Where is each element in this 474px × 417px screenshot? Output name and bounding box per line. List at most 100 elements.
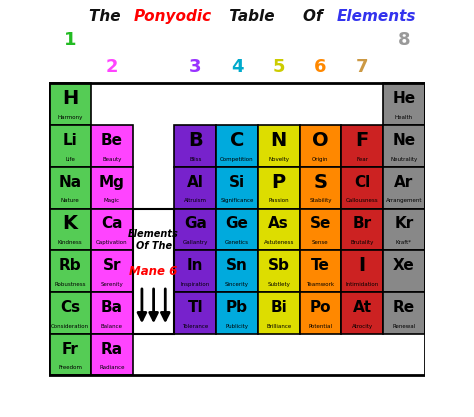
Text: K: K [63,214,78,234]
Bar [341,292,383,334]
Bar [300,292,341,334]
Text: Sb: Sb [268,258,290,273]
Text: Balance: Balance [101,324,123,329]
Text: Sr: Sr [103,258,121,273]
Text: Life: Life [65,157,75,162]
Bar [341,125,383,167]
Bar [49,125,91,167]
Text: Rb: Rb [59,258,82,273]
Text: Fear: Fear [356,157,368,162]
Text: Ar: Ar [394,175,413,190]
Bar [91,292,133,334]
Bar [216,208,258,250]
Text: Br: Br [353,216,372,231]
Bar [300,167,341,208]
Text: Ge: Ge [226,216,248,231]
Bar [383,208,425,250]
Text: Teamwork: Teamwork [306,282,335,287]
Text: Intimidation: Intimidation [346,282,379,287]
Text: Ba: Ba [101,300,123,315]
Bar [91,250,133,292]
Text: 3: 3 [189,58,201,76]
Text: O: O [312,131,328,150]
Text: Be: Be [101,133,123,148]
Text: Freedom: Freedom [58,365,82,370]
Bar [174,250,216,292]
Bar [49,292,91,334]
Bar [91,334,133,375]
Text: Health: Health [395,115,413,120]
Text: Te: Te [311,258,330,273]
Text: Po: Po [310,300,331,315]
Bar [383,83,425,125]
Text: Arrangement: Arrangement [385,198,422,203]
Text: Ne: Ne [392,133,415,148]
Text: Radiance: Radiance [99,365,125,370]
Text: In: In [187,258,203,273]
Text: Genetics: Genetics [225,240,249,245]
Bar [174,125,216,167]
Text: Competition: Competition [220,157,254,162]
Text: Beauty: Beauty [102,157,122,162]
Bar [216,250,258,292]
Text: Elements
Of The: Elements Of The [128,229,179,251]
Text: Kraft*: Kraft* [396,240,412,245]
Bar [258,125,300,167]
Text: 1: 1 [64,30,76,49]
Text: Astuteness: Astuteness [264,240,294,245]
Bar [174,208,216,250]
Text: Of: Of [303,9,328,24]
Bar [258,167,300,208]
Bar [49,250,91,292]
Text: 8: 8 [398,30,410,49]
Bar [216,292,258,334]
Text: Neutrality: Neutrality [390,157,418,162]
Text: H: H [62,89,78,108]
Text: Atrocity: Atrocity [352,324,373,329]
Bar [383,292,425,334]
Bar [49,83,91,125]
Text: Captivation: Captivation [96,240,128,245]
Bar [133,208,174,334]
Text: F: F [356,131,369,150]
Bar [258,292,300,334]
Text: 2: 2 [106,58,118,76]
Bar [91,208,133,250]
Text: 4: 4 [231,58,243,76]
Bar [300,208,341,250]
Text: Na: Na [59,175,82,190]
Bar [341,208,383,250]
Text: Publicity: Publicity [226,324,248,329]
Bar [216,125,258,167]
Text: Altruism: Altruism [184,198,207,203]
Text: Nature: Nature [61,198,80,203]
Text: The: The [89,9,126,24]
Bar [341,167,383,208]
Text: Tl: Tl [188,300,203,315]
Bar [49,208,91,250]
Text: S: S [313,173,328,192]
Text: Stability: Stability [309,198,332,203]
Text: Kr: Kr [394,216,413,231]
Text: Callousness: Callousness [346,198,378,203]
Bar [49,167,91,208]
Bar [49,334,91,375]
Text: P: P [272,173,286,192]
Text: B: B [188,131,203,150]
Bar [91,125,133,167]
Text: N: N [271,131,287,150]
Text: Sn: Sn [226,258,248,273]
Bar [49,83,425,375]
Bar [174,292,216,334]
Text: Re: Re [393,300,415,315]
Text: Pb: Pb [226,300,248,315]
Text: Cs: Cs [60,300,80,315]
Text: Consideration: Consideration [51,324,89,329]
Text: Serenity: Serenity [100,282,123,287]
Text: Brilliance: Brilliance [266,324,292,329]
Text: Robustness: Robustness [55,282,86,287]
Text: Bi: Bi [270,300,287,315]
Bar [174,167,216,208]
Bar [383,125,425,167]
Text: Ga: Ga [184,216,207,231]
